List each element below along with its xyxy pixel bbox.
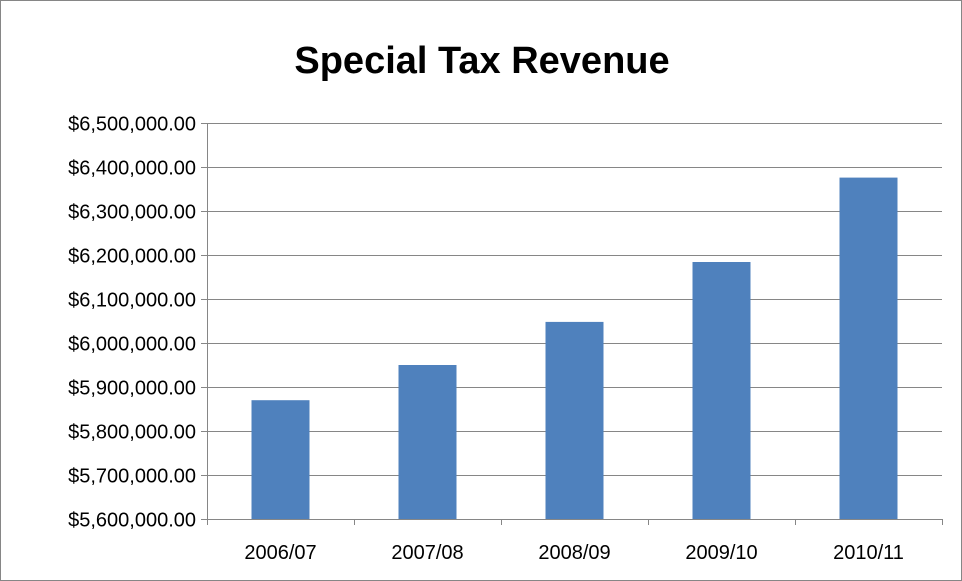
y-tick-label: $6,000,000.00 (68, 334, 196, 356)
y-tick-label: $6,500,000.00 (68, 114, 196, 136)
bar (398, 365, 457, 519)
chart-title: Special Tax Revenue (294, 40, 670, 82)
bars (251, 177, 898, 519)
bar (839, 177, 898, 519)
y-tick-label: $6,300,000.00 (68, 202, 196, 224)
bar (251, 400, 310, 519)
y-tick-label: $5,600,000.00 (68, 510, 196, 532)
axes (201, 123, 943, 525)
bar (545, 321, 604, 519)
x-tick-label: 2009/10 (685, 542, 757, 564)
x-tick-label: 2008/09 (538, 542, 610, 564)
x-tick-label: 2007/08 (391, 542, 463, 564)
x-tick-label: 2010/11 (833, 542, 904, 564)
y-tick-label: $5,900,000.00 (68, 378, 196, 400)
y-tick-label: $5,800,000.00 (68, 422, 196, 444)
x-tick-labels: 2006/07 2007/08 2008/09 2009/10 2010/11 (244, 542, 904, 564)
bar (692, 262, 751, 519)
y-tick-label: $6,200,000.00 (68, 246, 196, 268)
y-tick-label: $6,400,000.00 (68, 158, 196, 180)
y-tick-label: $5,700,000.00 (68, 466, 196, 488)
x-tick-label: 2006/07 (244, 542, 316, 564)
y-tick-label: $6,100,000.00 (68, 290, 196, 312)
y-tick-labels: $5,600,000.00 $5,700,000.00 $5,800,000.00 $… (68, 114, 196, 532)
